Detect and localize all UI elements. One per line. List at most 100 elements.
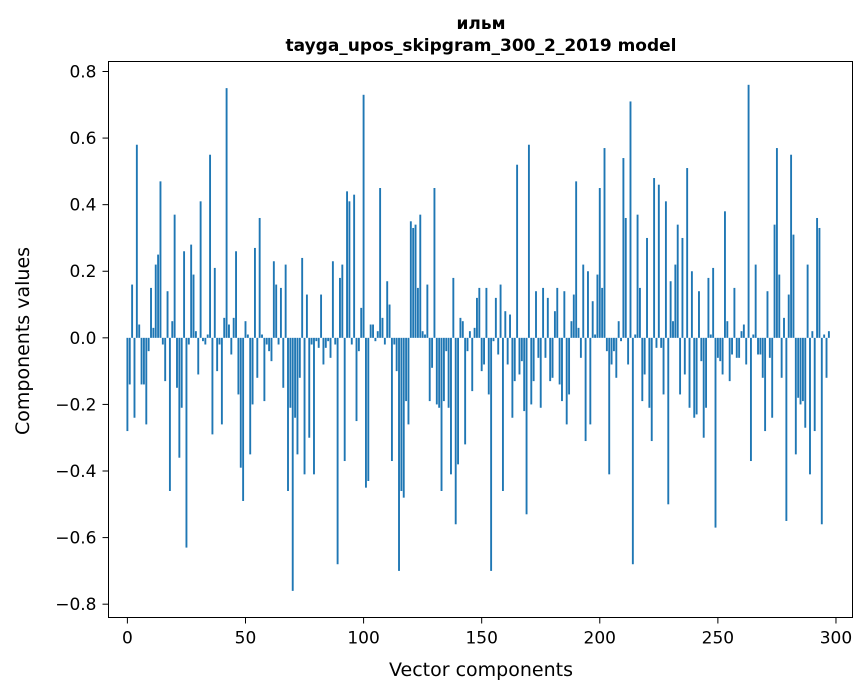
bar-179 xyxy=(549,337,552,382)
bar-115 xyxy=(398,337,400,571)
y-tick-label: −0.4 xyxy=(55,462,96,482)
bar-173 xyxy=(535,291,537,338)
bar-29 xyxy=(194,331,197,338)
bar-83 xyxy=(322,337,325,365)
bar-166 xyxy=(518,337,521,375)
bar-172 xyxy=(532,337,535,382)
bar-296 xyxy=(825,337,828,378)
bar-131 xyxy=(435,337,438,405)
bar-3 xyxy=(133,337,136,418)
bar-159 xyxy=(501,337,504,491)
bar-192 xyxy=(579,337,582,358)
bar-130 xyxy=(433,188,436,338)
bar-162 xyxy=(509,314,511,338)
bar-128 xyxy=(428,337,431,402)
bar-160 xyxy=(504,311,507,338)
bar-161 xyxy=(506,337,509,365)
bar-242 xyxy=(698,291,700,338)
y-tick-label: 0.4 xyxy=(69,196,96,216)
bar-77 xyxy=(308,337,311,438)
y-tick-label: −0.8 xyxy=(55,595,96,615)
bar-66 xyxy=(282,337,285,388)
bar-176 xyxy=(542,287,545,338)
bar-35 xyxy=(209,154,212,338)
bar-41 xyxy=(223,317,226,338)
bar-262 xyxy=(745,337,748,365)
bar-199 xyxy=(596,274,599,338)
bar-205 xyxy=(610,337,613,365)
bar-165 xyxy=(516,164,519,338)
bar-197 xyxy=(591,301,594,338)
bar-11 xyxy=(152,327,155,338)
bar-274 xyxy=(773,224,776,338)
bar-45 xyxy=(232,317,235,338)
bar-196 xyxy=(589,337,592,425)
bar-14 xyxy=(159,181,162,338)
bar-217 xyxy=(638,287,641,338)
bar-236 xyxy=(683,337,686,375)
bar-286 xyxy=(801,337,804,402)
bar-134 xyxy=(442,337,445,402)
bar-82 xyxy=(320,294,323,338)
bar-84 xyxy=(324,337,327,348)
bar-89 xyxy=(336,337,339,565)
bar-54 xyxy=(253,247,256,338)
bar-15 xyxy=(161,337,164,345)
bar-7 xyxy=(142,337,145,385)
bar-282 xyxy=(792,234,795,338)
bar-256 xyxy=(731,337,733,355)
bar-125 xyxy=(421,331,424,338)
y-tick-label: −0.6 xyxy=(55,529,96,549)
bar-40 xyxy=(220,337,223,425)
bar-223 xyxy=(653,178,656,338)
bar-63 xyxy=(275,284,278,338)
bar-206 xyxy=(613,337,615,352)
bar-187 xyxy=(568,337,571,395)
bar-253 xyxy=(724,211,726,338)
bar-27 xyxy=(190,244,193,338)
bar-22 xyxy=(178,337,181,458)
bar-136 xyxy=(447,337,450,408)
bar-203 xyxy=(605,337,608,352)
bar-144 xyxy=(466,337,469,352)
bar-156 xyxy=(494,297,497,338)
bar-146 xyxy=(471,337,474,392)
bar-164 xyxy=(513,337,516,382)
bar-288 xyxy=(806,264,809,338)
y-axis-ticks: −0.8 −0.6 −0.4 −0.2 0.0 0.2 0.4 0.6 0.8 xyxy=(55,62,109,615)
bar-93 xyxy=(346,191,348,338)
bar-285 xyxy=(799,337,802,405)
bar-122 xyxy=(414,224,417,338)
bar-59 xyxy=(265,337,268,345)
bar-68 xyxy=(287,337,289,491)
bar-55 xyxy=(256,337,259,378)
bar-8 xyxy=(145,337,148,425)
bar-198 xyxy=(594,334,596,338)
bar-227 xyxy=(662,337,665,395)
bar-151 xyxy=(483,337,485,365)
bar-119 xyxy=(407,337,410,425)
bar-293 xyxy=(818,227,821,338)
bar-10 xyxy=(150,287,152,338)
bar-220 xyxy=(646,237,648,338)
bar-129 xyxy=(431,337,434,368)
bar-272 xyxy=(768,337,771,358)
bar-147 xyxy=(473,327,476,338)
bar-149 xyxy=(478,287,481,338)
bar-191 xyxy=(577,327,580,338)
bar-114 xyxy=(395,337,398,372)
bar-16 xyxy=(164,337,167,382)
bar-4 xyxy=(135,144,138,338)
x-tick-label: 0 xyxy=(122,629,133,649)
bar-249 xyxy=(714,337,717,528)
bar-75 xyxy=(303,337,306,475)
bar-222 xyxy=(650,337,653,442)
bar-225 xyxy=(657,184,660,338)
bar-12 xyxy=(154,264,157,338)
bar-126 xyxy=(424,334,426,338)
bar-109 xyxy=(383,337,386,345)
bar-24 xyxy=(183,251,186,338)
bar-210 xyxy=(622,158,625,338)
bar-69 xyxy=(289,337,292,408)
